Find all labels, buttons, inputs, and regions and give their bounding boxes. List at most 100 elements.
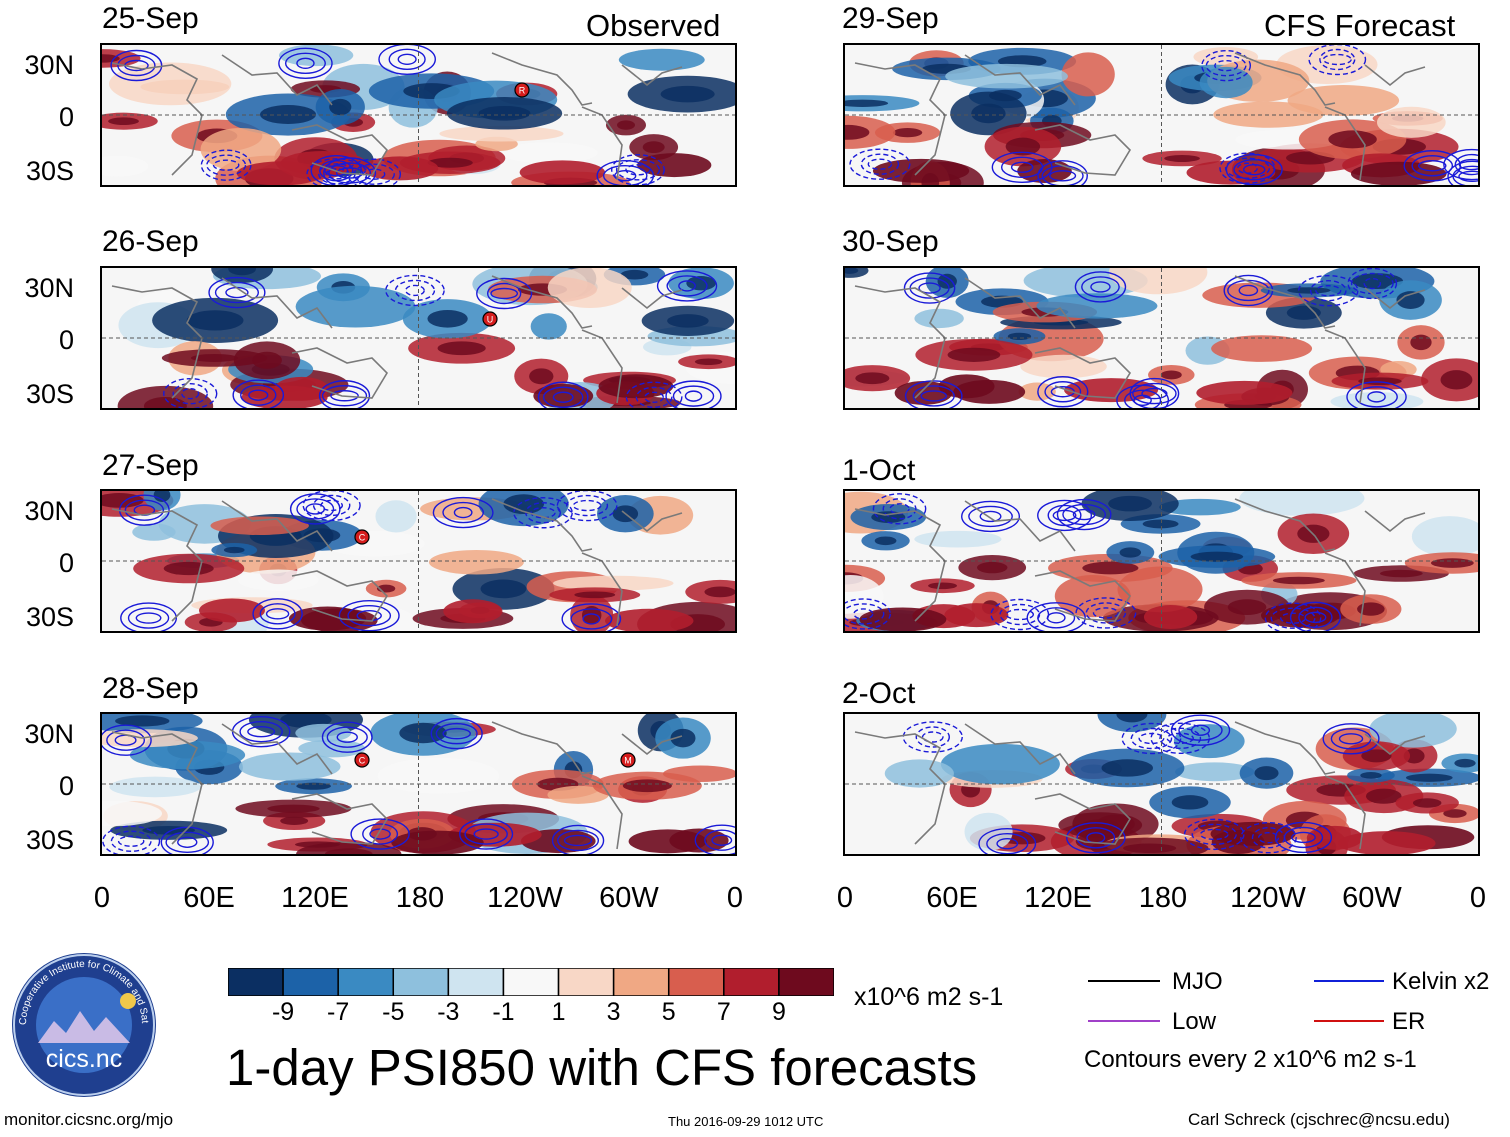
psi-anomaly-blob — [914, 530, 1002, 548]
psi-anomaly-blob — [1175, 762, 1255, 782]
coastline — [581, 775, 623, 850]
lat-tick-label: 30S — [25, 825, 74, 855]
coastline — [1234, 498, 1336, 552]
coastline — [1364, 510, 1426, 533]
psi-anomaly-blob — [1411, 516, 1488, 557]
kelvin-contour — [1304, 611, 1327, 624]
lon-tick-label: 60W — [599, 882, 659, 914]
storm-letter: C — [359, 756, 366, 766]
psi-anomaly-core — [1123, 843, 1177, 853]
kelvin-contour — [1141, 387, 1168, 400]
coastline — [854, 731, 946, 845]
psi-anomaly-blob — [439, 125, 564, 142]
kelvin-contour — [1298, 606, 1333, 629]
kelvin-contour — [486, 282, 522, 305]
kelvin-contour — [124, 499, 165, 521]
legend-line-kelvin — [1314, 980, 1384, 982]
kelvin-contour — [330, 390, 359, 402]
kelvin-contour — [442, 501, 484, 524]
coastline — [854, 285, 946, 399]
psi-anomaly-core — [1454, 758, 1476, 768]
psi-anomaly-core — [108, 117, 139, 126]
psi-anomaly-blob — [443, 599, 503, 624]
kelvin-contour — [1205, 54, 1247, 77]
psi-anomaly-blob — [129, 740, 246, 770]
psi-anomaly-blob — [210, 516, 309, 535]
kelvin-contour — [1150, 722, 1211, 754]
kelvin-contour — [1170, 714, 1231, 746]
kelvin-contour — [453, 506, 473, 519]
kelvin-contour — [312, 494, 351, 517]
kelvin-contour — [1403, 150, 1462, 182]
kelvin-contour — [1322, 723, 1380, 755]
kelvin-contour — [920, 390, 948, 402]
psi-anomaly-blob — [109, 62, 232, 106]
storm-letter: R — [519, 86, 526, 96]
psi-anomaly-core — [622, 779, 672, 793]
psi-anomaly-blob — [953, 379, 1026, 404]
colorbar-units: x10^6 m2 s-1 — [854, 983, 1004, 1011]
kelvin-contour — [1183, 818, 1245, 851]
psi-anomaly-blob — [1143, 605, 1198, 630]
legend-line-mjo — [1088, 980, 1160, 982]
kelvin-contour — [208, 276, 266, 309]
psi-anomaly-core — [480, 579, 527, 599]
coastline — [1364, 733, 1426, 756]
kelvin-contour — [563, 834, 593, 847]
psi-anomaly-blob — [1117, 566, 1203, 613]
psi-anomaly-core — [841, 267, 859, 274]
kelvin-contour — [1130, 727, 1173, 750]
kelvin-contour — [684, 390, 703, 402]
legend-label-kelvin: Kelvin x2 — [1392, 968, 1490, 995]
psi-anomaly-core — [977, 561, 1008, 574]
kelvin-contour — [388, 48, 426, 70]
kelvin-contour — [1010, 161, 1034, 173]
kelvin-contour — [1308, 43, 1367, 76]
psi-anomaly-core — [616, 120, 636, 130]
kelvin-contour — [1214, 59, 1239, 72]
kelvin-contour — [672, 385, 715, 407]
kelvin-contour — [968, 505, 1013, 528]
kelvin-contour — [853, 608, 874, 620]
kelvin-contour — [625, 164, 651, 176]
psi-anomaly-core — [1007, 332, 1032, 341]
kelvin-contour — [321, 721, 373, 753]
psi-anomaly-blob — [1020, 354, 1107, 379]
kelvin-contour — [432, 496, 494, 529]
psi-anomaly-blob — [669, 828, 729, 853]
kelvin-contour — [305, 503, 326, 515]
colorbar-swatch — [337, 968, 395, 996]
coastline — [1364, 64, 1426, 87]
psi-anomaly-core — [1171, 795, 1209, 810]
kelvin-contour — [1047, 504, 1082, 527]
kelvin-contour — [1066, 822, 1126, 854]
kelvin-contour — [117, 835, 145, 847]
psi-anomaly-core — [667, 314, 709, 328]
kelvin-contour — [1178, 719, 1223, 741]
kelvin-contour — [961, 500, 1021, 533]
kelvin-contour — [979, 510, 1002, 523]
kelvin-contour — [473, 828, 499, 840]
kelvin-contour — [165, 831, 210, 853]
psi-anomaly-core — [280, 816, 309, 825]
map-field — [806, 480, 1500, 636]
psi-anomaly-blob — [377, 757, 500, 794]
kelvin-contour — [552, 391, 574, 403]
lon-tick-label: 0 — [836, 882, 854, 914]
kelvin-contour — [1411, 155, 1454, 177]
storm-letter: U — [487, 315, 494, 325]
map-field: C — [65, 479, 759, 647]
psi-anomaly-core — [427, 309, 468, 328]
lat-tick-label: 0 — [58, 102, 74, 132]
lat-tick-label: 30S — [25, 379, 74, 409]
kelvin-contour — [476, 277, 533, 310]
psi-anomaly-blob — [1369, 710, 1457, 748]
map-field: U — [102, 254, 784, 427]
kelvin-contour — [239, 720, 283, 743]
panel-date: 2-Oct — [842, 677, 916, 710]
coastline — [854, 62, 946, 176]
kelvin-contour — [490, 287, 519, 300]
psi-anomaly-core — [1405, 773, 1453, 782]
coastline — [221, 277, 333, 329]
psi-anomaly-core — [267, 804, 320, 813]
